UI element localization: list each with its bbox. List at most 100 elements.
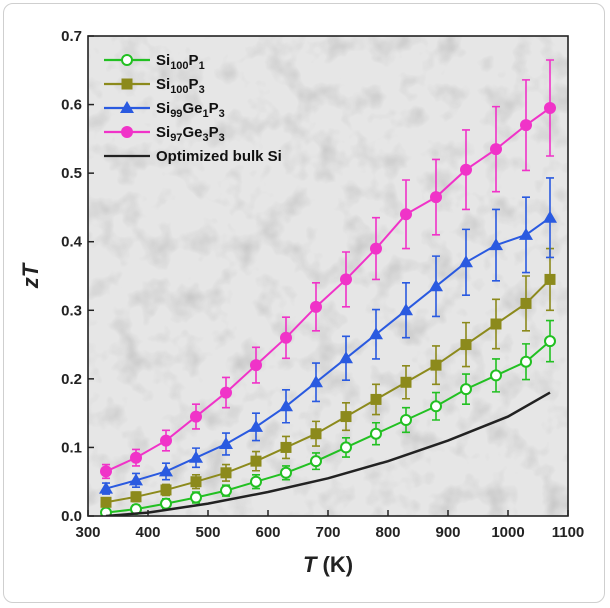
y-tick-label: 0.0 xyxy=(61,508,82,525)
series-4 xyxy=(105,391,551,516)
legend-label: Si100P1 xyxy=(156,52,205,72)
x-tick-label: 1100 xyxy=(552,524,585,541)
data-point xyxy=(220,467,232,479)
data-point xyxy=(190,491,202,504)
y-tick-label: 0.4 xyxy=(61,234,83,251)
legend-label: Si97Ge3P3 xyxy=(156,124,225,144)
data-point xyxy=(400,208,412,221)
data-point xyxy=(249,419,263,432)
data-point xyxy=(370,393,382,405)
data-point xyxy=(220,484,232,497)
data-point xyxy=(189,450,203,463)
data-point xyxy=(310,455,322,468)
data-point xyxy=(220,386,232,399)
data-point xyxy=(250,475,262,488)
series-0 xyxy=(100,319,556,516)
data-point xyxy=(340,411,352,423)
data-point xyxy=(340,273,352,286)
data-point xyxy=(430,400,442,413)
series-line xyxy=(105,340,551,514)
legend-marker xyxy=(120,101,134,113)
legend-entry: Si99Ge1P3 xyxy=(104,100,225,120)
x-tick-label: 400 xyxy=(135,524,160,541)
data-point xyxy=(309,375,323,388)
data-point xyxy=(370,242,382,255)
data-point xyxy=(99,481,113,494)
data-point xyxy=(190,410,202,423)
legend-entry: Si100P1 xyxy=(104,52,205,72)
y-axis-label: zT xyxy=(18,262,43,289)
figure-frame xyxy=(3,3,605,603)
y-tick-label: 0.1 xyxy=(61,439,82,456)
x-axis-label: T (K) xyxy=(303,552,353,577)
series-2 xyxy=(99,177,557,495)
legend: Si100P1 Si100P3 Si99Ge1P3 Si97Ge3P3 Optimize… xyxy=(104,52,282,165)
y-tick-label: 0.7 xyxy=(61,28,82,45)
data-point xyxy=(370,427,382,440)
data-point xyxy=(250,359,262,372)
x-tick-label: 700 xyxy=(315,524,340,541)
legend-label: Si99Ge1P3 xyxy=(156,100,225,120)
data-point xyxy=(459,255,473,268)
data-point xyxy=(280,441,292,453)
legend-entry: Optimized bulk Si xyxy=(104,148,282,165)
data-point xyxy=(430,359,442,371)
data-point xyxy=(460,383,472,396)
data-point xyxy=(544,102,556,114)
data-point xyxy=(519,227,533,240)
data-point xyxy=(520,355,532,368)
data-point xyxy=(520,297,532,309)
x-tick-label: 800 xyxy=(375,524,400,541)
data-point xyxy=(190,476,202,488)
data-point xyxy=(129,473,143,486)
y-tick-label: 0.5 xyxy=(61,165,82,182)
legend-entry: Si100P3 xyxy=(104,76,205,96)
legend-marker xyxy=(121,54,133,66)
data-point xyxy=(310,300,322,313)
series-line xyxy=(105,107,551,473)
data-point xyxy=(430,191,442,204)
y-tick-label: 0.2 xyxy=(61,371,82,388)
data-point xyxy=(250,455,262,467)
data-point xyxy=(399,303,413,316)
data-point xyxy=(460,339,472,351)
data-point xyxy=(130,451,142,464)
data-point xyxy=(520,119,532,132)
data-point xyxy=(400,414,412,426)
data-point xyxy=(429,279,443,292)
data-point xyxy=(100,496,112,508)
data-point xyxy=(400,376,412,388)
y-tick-label: 0.3 xyxy=(61,302,82,319)
series-line xyxy=(105,216,551,490)
data-point xyxy=(279,399,293,412)
data-point xyxy=(280,331,292,344)
data-point xyxy=(490,318,502,330)
data-point xyxy=(544,273,556,285)
legend-marker xyxy=(121,126,133,138)
data-point xyxy=(280,466,292,479)
x-tick-label: 500 xyxy=(195,524,220,541)
data-point xyxy=(460,163,472,176)
data-point xyxy=(160,484,172,496)
data-point xyxy=(160,434,172,447)
data-point xyxy=(340,441,352,454)
y-tick-label: 0.6 xyxy=(61,97,82,114)
data-point xyxy=(310,428,322,440)
data-point xyxy=(490,369,502,382)
legend-label: Optimized bulk Si xyxy=(156,148,282,165)
legend-marker xyxy=(121,78,133,90)
series-1 xyxy=(100,247,556,508)
data-point xyxy=(160,497,172,510)
legend-label: Si100P3 xyxy=(156,76,205,96)
x-tick-label: 600 xyxy=(255,524,280,541)
data-point xyxy=(100,465,112,478)
x-tick-label: 900 xyxy=(435,524,460,541)
data-point xyxy=(130,491,142,503)
data-point xyxy=(489,238,503,251)
data-point xyxy=(543,210,557,223)
data-point xyxy=(159,464,173,477)
legend-entry: Si97Ge3P3 xyxy=(104,124,225,144)
x-tick-label: 1000 xyxy=(491,524,524,541)
series-line xyxy=(105,391,551,516)
